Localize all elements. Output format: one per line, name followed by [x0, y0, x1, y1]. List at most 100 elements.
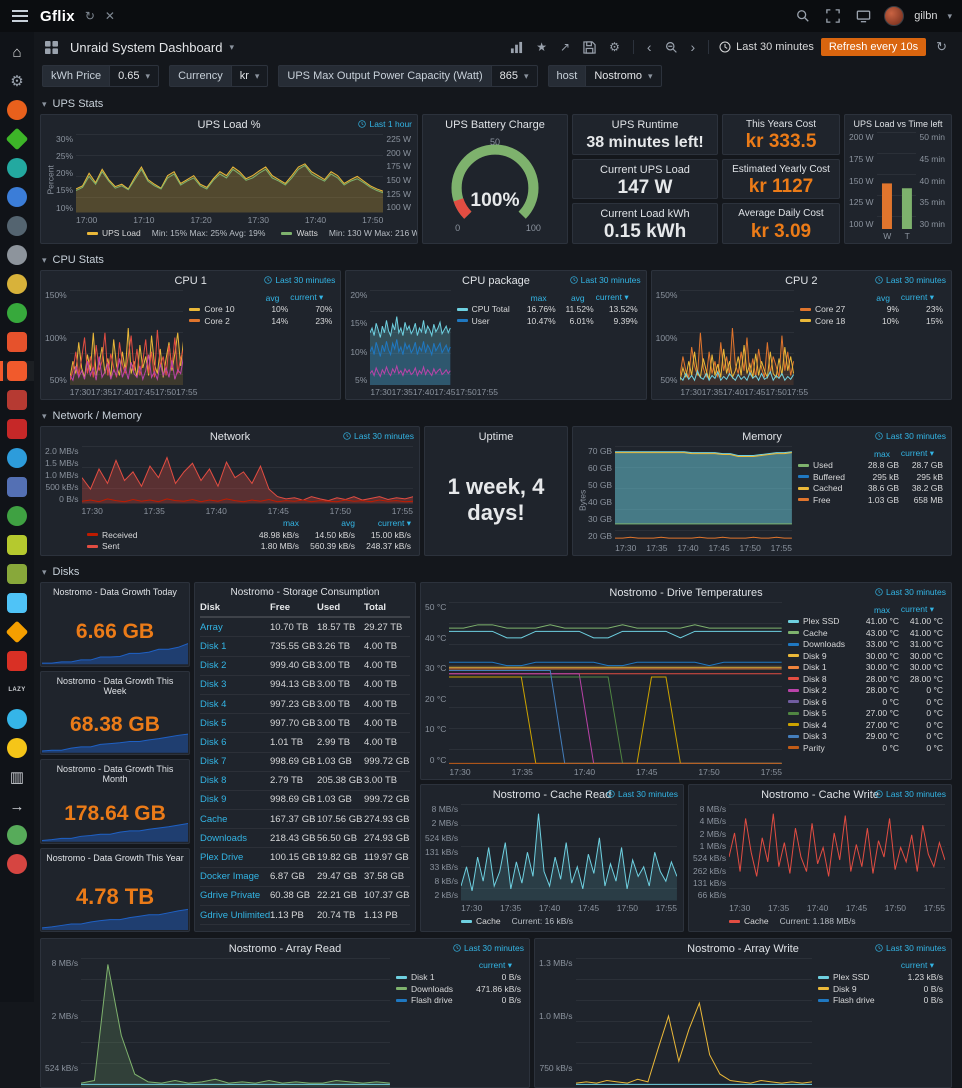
row-header-network-memory[interactable]: ▾Network / Memory: [40, 406, 952, 426]
variable-ups-max-output[interactable]: UPS Max Output Power Capacity (Watt) 865…: [278, 65, 537, 87]
panel-title[interactable]: UPS Load vs Time left: [845, 115, 951, 130]
table-row[interactable]: Disk 4 997.23 GB 3.00 TB 4.00 TB: [200, 695, 410, 714]
drive-temperatures-graph[interactable]: [449, 602, 782, 765]
search-icon[interactable]: [793, 7, 813, 25]
app-green-leaf-icon[interactable]: [0, 506, 34, 526]
array-read-graph[interactable]: [81, 958, 390, 1087]
battery-gauge[interactable]: 0 50 100 100%: [423, 132, 567, 243]
time-range-label[interactable]: Last 30 minutes: [570, 275, 641, 285]
time-range-picker[interactable]: Last 30 minutes: [719, 41, 814, 53]
time-range-label[interactable]: Last 30 minutes: [875, 431, 946, 441]
array-write-graph[interactable]: [576, 958, 812, 1087]
brand-logo[interactable]: Gflix: [40, 8, 75, 25]
cpu2-graph[interactable]: [680, 290, 794, 385]
row-header-ups-stats[interactable]: ▾UPS Stats: [40, 94, 952, 114]
panel-title[interactable]: Current Load kWh: [573, 204, 717, 221]
time-forward-icon[interactable]: ›: [688, 37, 699, 57]
network-graph[interactable]: [82, 446, 413, 504]
legend-header[interactable]: current ▾: [890, 604, 934, 615]
panel-title[interactable]: Uptime: [425, 427, 567, 444]
variable-currency[interactable]: Currency kr▾: [169, 65, 268, 87]
row-header-cpu-stats[interactable]: ▾CPU Stats: [40, 250, 952, 270]
gear-icon[interactable]: ⚙: [0, 71, 34, 91]
legend-header[interactable]: current ▾: [890, 292, 934, 303]
time-range-label[interactable]: Last 30 minutes: [343, 431, 414, 441]
panel-title[interactable]: Nostromo - Storage Consumption: [195, 583, 415, 599]
app-green-circle-icon[interactable]: [0, 303, 34, 323]
panel-title[interactable]: Estimated Yearly Cost: [723, 160, 839, 176]
cpu-package-graph[interactable]: [370, 290, 450, 385]
legend-header[interactable]: current ▾: [454, 960, 512, 971]
save-icon[interactable]: [580, 39, 599, 56]
legend-header[interactable]: avg: [547, 293, 585, 303]
cache-read-graph[interactable]: [461, 804, 677, 901]
add-panel-icon[interactable]: [507, 39, 526, 56]
legend-header[interactable]: current ▾: [890, 448, 934, 459]
panel-title[interactable]: Nostromo - Data Growth Today: [41, 583, 189, 598]
app-search-icon[interactable]: [0, 216, 34, 236]
ups-load-graph[interactable]: [76, 134, 383, 213]
ups-bars-graph[interactable]: [877, 132, 917, 229]
caret-down-icon[interactable]: ▾: [229, 42, 234, 53]
unraid-app-icon[interactable]: [0, 361, 34, 381]
table-row[interactable]: Downloads 218.43 GB 56.50 GB 274.93 GB: [200, 829, 410, 848]
app-teal-circle-icon[interactable]: [0, 158, 34, 178]
kiosk-mode-icon[interactable]: [823, 7, 843, 25]
table-row[interactable]: Array 10.70 TB 18.57 TB 29.27 TB: [200, 618, 410, 637]
time-range-label[interactable]: Last 30 minutes: [264, 275, 335, 285]
table-header-row[interactable]: Disk Free Used Total: [200, 599, 410, 618]
app-water-drop-icon[interactable]: [0, 709, 34, 729]
time-range-label[interactable]: Last 30 minutes: [875, 789, 946, 799]
panel-title[interactable]: UPS Runtime: [573, 115, 717, 132]
variable-kwh-price[interactable]: kWh Price 0.65▾: [42, 65, 159, 87]
table-row[interactable]: Disk 8 2.79 TB 205.38 GB 3.00 TB: [200, 772, 410, 791]
app-gray-circle-icon[interactable]: [0, 245, 34, 265]
home-icon[interactable]: ⌂: [0, 42, 34, 62]
variable-host[interactable]: host Nostromo▾: [548, 65, 662, 87]
memory-graph[interactable]: [615, 446, 792, 541]
legend-header[interactable]: max: [243, 518, 299, 528]
panel-title[interactable]: This Years Cost: [723, 115, 839, 131]
app-stripes-icon[interactable]: [0, 564, 34, 584]
app-red-circle-icon[interactable]: [0, 854, 34, 874]
table-row[interactable]: Disk 1 735.55 GB 3.26 TB 4.00 TB: [200, 637, 410, 656]
pihole-app-icon[interactable]: [0, 390, 34, 410]
legend-header[interactable]: max: [509, 293, 547, 303]
panel-title[interactable]: Nostromo - Drive Temperatures: [421, 583, 951, 600]
time-back-icon[interactable]: ‹: [644, 37, 655, 57]
app-blue-cloud-icon[interactable]: [0, 187, 34, 207]
table-row[interactable]: Gdrive Private 60.38 GB 22.21 GB 107.37 …: [200, 887, 410, 906]
panel-title[interactable]: Current UPS Load: [573, 160, 717, 177]
star-icon[interactable]: ★: [533, 38, 550, 56]
plex-app-icon[interactable]: [0, 274, 34, 294]
lazylibrarian-icon[interactable]: LAZY: [0, 680, 34, 700]
legend-header[interactable]: current ▾: [355, 518, 411, 529]
dashboard-title[interactable]: Unraid System Dashboard: [70, 40, 222, 55]
user-avatar[interactable]: [884, 6, 904, 26]
dashboard-picker-icon[interactable]: [42, 39, 61, 56]
